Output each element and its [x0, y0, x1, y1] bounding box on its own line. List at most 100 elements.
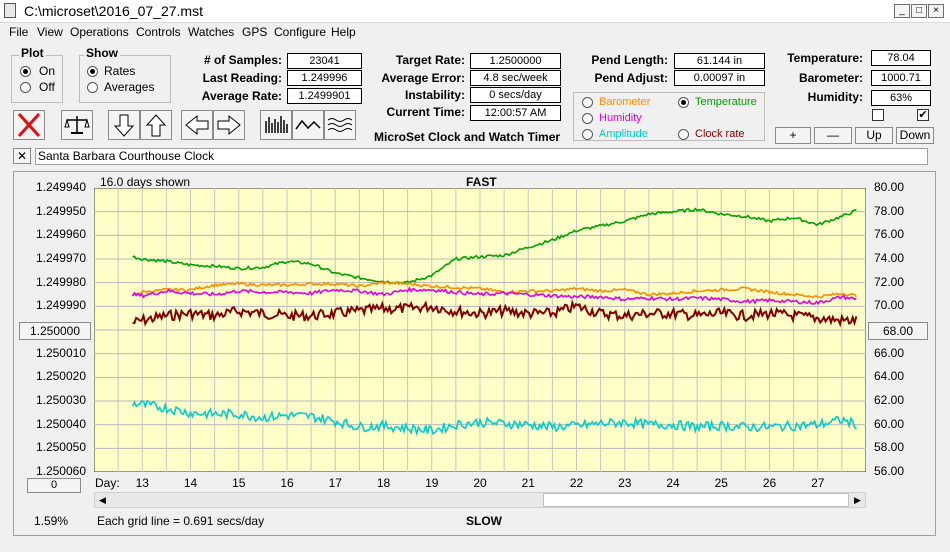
- scroll-right-arrow-icon[interactable]: ▶: [854, 495, 861, 505]
- menu-operations[interactable]: Operations: [70, 25, 129, 39]
- x-axis-tick: 24: [666, 476, 680, 490]
- show-rates-radio[interactable]: [87, 66, 98, 77]
- amplitude-option[interactable]: Amplitude: [599, 128, 648, 140]
- temperature-label: Temperature:: [787, 51, 863, 65]
- menu-file[interactable]: File: [9, 25, 29, 39]
- series-line-barometer: [132, 281, 858, 299]
- clockrate-radio[interactable]: [678, 129, 689, 140]
- left-axis-tick: 1.249940: [35, 180, 86, 194]
- scroll-up-button[interactable]: Up: [855, 127, 893, 144]
- right-axis-tick: 66.00: [874, 345, 905, 360]
- pend-adjust-label: Pend Adjust:: [594, 71, 668, 85]
- series-line-temperature: [132, 207, 857, 285]
- barometer-option[interactable]: Barometer: [599, 96, 651, 108]
- slow-label: SLOW: [466, 514, 502, 528]
- menu-gps[interactable]: GPS: [242, 25, 268, 39]
- menu-bar: File View Operations Controls Watches GP…: [0, 23, 950, 42]
- option-checkbox-2[interactable]: ✔: [917, 109, 929, 121]
- show-group-title: Show: [84, 46, 120, 60]
- samples-value: 23041: [287, 53, 362, 69]
- x-axis-tick: 19: [425, 476, 439, 490]
- show-averages-radio[interactable]: [87, 82, 98, 93]
- average-error-label: Average Error:: [381, 71, 465, 85]
- show-rates-label[interactable]: Rates: [104, 64, 136, 78]
- x-axis-tick: 25: [714, 476, 728, 490]
- clear-name-button[interactable]: ✕: [13, 148, 31, 164]
- arrow-down-icon: [113, 114, 135, 137]
- temperature-radio[interactable]: [678, 97, 689, 108]
- plot-area: [94, 188, 866, 472]
- product-name: MicroSet Clock and Watch Timer: [374, 130, 561, 144]
- arrow-left-icon: [185, 114, 209, 136]
- menu-help[interactable]: Help: [331, 25, 356, 39]
- temperature-option[interactable]: Temperature: [695, 96, 757, 108]
- fast-label: FAST: [466, 175, 497, 189]
- barometer-label: Barometer:: [798, 71, 863, 85]
- menu-view[interactable]: View: [37, 25, 63, 39]
- average-rate-label: Average Rate:: [201, 89, 282, 103]
- scroll-left-arrow-icon[interactable]: ◀: [99, 495, 106, 505]
- balance-button[interactable]: [61, 110, 93, 140]
- right-axis-tick: 76.00: [874, 227, 905, 242]
- clockrate-option[interactable]: Clock rate: [695, 128, 745, 140]
- plot-off-label[interactable]: Off: [39, 80, 55, 94]
- left-axis-tick: 1.250040: [35, 416, 86, 431]
- left-axis-tick: 1.249950: [35, 203, 86, 218]
- plot-on-radio[interactable]: [20, 66, 31, 77]
- left-center-button[interactable]: 1.250000: [19, 322, 91, 340]
- app-icon[interactable]: [4, 3, 16, 18]
- series-line-amplitude: [131, 399, 858, 437]
- left-axis-tick: 1.249960: [35, 227, 86, 242]
- menu-watches[interactable]: Watches: [188, 25, 235, 39]
- arrow-up-button[interactable]: [140, 110, 172, 140]
- bars-view-button[interactable]: [260, 110, 292, 140]
- days-shown-label: 16.0 days shown: [100, 175, 191, 189]
- horizontal-scrollbar[interactable]: ◀ ▶: [94, 492, 866, 508]
- close-button[interactable]: ×: [928, 4, 944, 18]
- left-axis-tick: 1.249980: [35, 274, 86, 289]
- x-axis-tick: 17: [328, 476, 342, 490]
- option-checkbox-1[interactable]: [872, 109, 884, 121]
- arrow-down-button[interactable]: [108, 110, 140, 140]
- scroll-down-button[interactable]: Down: [896, 127, 934, 144]
- arrow-left-button[interactable]: [181, 110, 213, 140]
- balance-scale-icon: [64, 116, 90, 134]
- humidity-option[interactable]: Humidity: [599, 112, 642, 124]
- left-axis-tick: 1.249970: [35, 251, 86, 265]
- amplitude-radio[interactable]: [582, 129, 593, 140]
- humidity-radio[interactable]: [582, 113, 593, 124]
- barometer-value: 1000.71: [871, 70, 931, 86]
- scroll-thumb[interactable]: [543, 493, 849, 507]
- clear-button[interactable]: [13, 110, 45, 140]
- right-axis-tick: 70.00: [874, 298, 905, 313]
- right-axis-tick: 72.00: [874, 274, 905, 289]
- menu-controls[interactable]: Controls: [136, 25, 181, 39]
- clock-name-field[interactable]: Santa Barbara Courthouse Clock: [35, 148, 928, 165]
- zoom-in-button[interactable]: +: [775, 127, 811, 144]
- average-rate-value: 1.2499901: [287, 88, 362, 104]
- left-axis-tick: 1.250010: [35, 345, 86, 360]
- window-title: C:\microset\2016_07_27.mst: [24, 3, 203, 19]
- series-line-clock-rate: [132, 299, 858, 328]
- plot-on-label[interactable]: On: [39, 64, 56, 78]
- zoom-out-button[interactable]: —: [814, 127, 852, 144]
- pend-length-value: 61.144 in: [674, 53, 765, 69]
- right-axis-tick: 62.00: [874, 393, 905, 407]
- menu-configure[interactable]: Configure: [274, 25, 327, 39]
- x-axis-tick: 13: [135, 476, 149, 490]
- arrow-right-button[interactable]: [213, 110, 245, 140]
- maximize-button[interactable]: □: [911, 4, 927, 18]
- line-view-button[interactable]: [292, 110, 324, 140]
- barometer-radio[interactable]: [582, 97, 593, 108]
- right-axis-tick: 78.00: [874, 203, 905, 218]
- right-axis-tick: 58.00: [874, 440, 905, 455]
- plot-off-radio[interactable]: [20, 82, 31, 93]
- right-center-button[interactable]: 68.00: [868, 322, 928, 340]
- scroll-value-button[interactable]: 0: [27, 478, 81, 493]
- show-averages-label[interactable]: Averages: [104, 80, 155, 94]
- wave-view-button[interactable]: [324, 110, 356, 140]
- minimize-button[interactable]: _: [894, 4, 910, 18]
- samples-label: # of Samples:: [203, 53, 282, 67]
- left-axis-tick: 1.250050: [35, 440, 86, 455]
- x-axis-tick: 14: [183, 476, 198, 490]
